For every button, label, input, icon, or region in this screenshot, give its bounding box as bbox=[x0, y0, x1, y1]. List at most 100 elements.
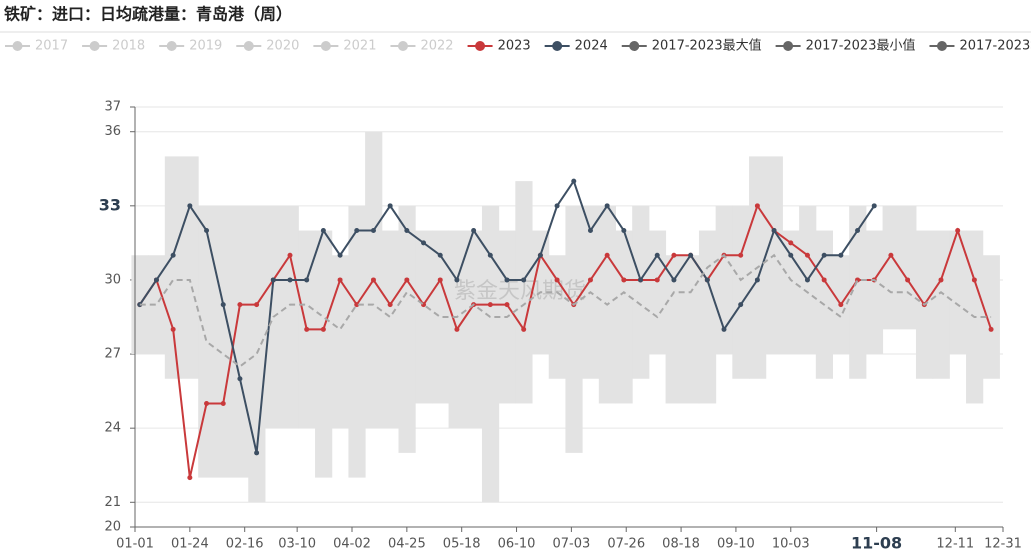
legend-label: 2023 bbox=[498, 39, 531, 54]
x-tick-label: 12-31 bbox=[984, 537, 1022, 552]
legend-symbol-dot bbox=[89, 41, 100, 51]
range-band bbox=[648, 230, 667, 355]
series-point bbox=[804, 252, 810, 258]
series-point bbox=[370, 277, 376, 283]
range-band bbox=[698, 230, 717, 404]
legend-item[interactable]: 2017-2023均值 bbox=[929, 38, 1031, 54]
series-point bbox=[905, 277, 911, 283]
range-band bbox=[865, 230, 884, 355]
series-point bbox=[404, 277, 410, 283]
legend-item[interactable]: 2017-2023最大值 bbox=[621, 38, 762, 54]
range-band bbox=[632, 205, 650, 379]
range-band bbox=[214, 205, 233, 478]
range-band bbox=[248, 205, 266, 503]
x-tick-label: 10-03 bbox=[772, 537, 810, 552]
series-point bbox=[738, 302, 744, 308]
legend-label: 2018 bbox=[112, 39, 145, 54]
legend-label: 2017-2023最小值 bbox=[806, 38, 916, 54]
series-point bbox=[938, 277, 944, 283]
series-point bbox=[804, 277, 810, 283]
series-point bbox=[688, 252, 694, 258]
series-point bbox=[537, 252, 543, 258]
series-point bbox=[220, 302, 226, 308]
legend-item[interactable]: 2018 bbox=[82, 39, 145, 54]
legend-item[interactable]: 2022 bbox=[390, 39, 454, 54]
series-point bbox=[721, 326, 727, 332]
range-band bbox=[348, 205, 366, 478]
series-point bbox=[437, 277, 443, 283]
legend-item[interactable]: 2017 bbox=[5, 39, 68, 54]
range-band bbox=[398, 205, 416, 453]
range-band bbox=[465, 230, 483, 429]
range-band bbox=[231, 205, 249, 478]
series-point bbox=[454, 277, 460, 283]
series-point bbox=[204, 400, 210, 406]
series-point bbox=[187, 475, 193, 481]
series-point bbox=[754, 203, 760, 209]
legend-label: 2017-2023均值 bbox=[959, 38, 1031, 54]
y-tick-label: 30 bbox=[104, 272, 121, 287]
legend-symbol-dot bbox=[12, 41, 23, 51]
mean-line bbox=[139, 253, 992, 368]
legend-item[interactable]: 2020 bbox=[236, 39, 299, 54]
range-band bbox=[281, 205, 299, 429]
range-band bbox=[682, 255, 700, 404]
series-point bbox=[454, 326, 460, 332]
series-point bbox=[304, 326, 310, 332]
series-point bbox=[287, 252, 293, 258]
legend-symbol-dot bbox=[166, 41, 177, 51]
series-point bbox=[988, 326, 994, 332]
range-band bbox=[164, 156, 182, 379]
legend-label: 2022 bbox=[420, 39, 453, 54]
range-band bbox=[849, 205, 867, 379]
legend-item[interactable]: 2017-2023最小值 bbox=[775, 38, 916, 54]
series-point bbox=[204, 228, 210, 234]
legend-label: 2017 bbox=[35, 39, 68, 54]
series-point bbox=[170, 252, 176, 258]
series-point bbox=[337, 252, 343, 258]
range-band bbox=[565, 205, 583, 453]
series-point bbox=[587, 228, 593, 234]
x-tick-label: 03-10 bbox=[278, 537, 316, 552]
legend-symbol-dot bbox=[629, 41, 640, 51]
x-tick-label: 04-02 bbox=[333, 537, 371, 552]
series-point bbox=[504, 302, 510, 308]
x-tick-label: 04-25 bbox=[388, 537, 426, 552]
series-point bbox=[971, 277, 977, 283]
legend-item[interactable]: 2024 bbox=[544, 39, 608, 54]
range-band bbox=[899, 205, 917, 330]
x-tick-label: 07-26 bbox=[607, 537, 645, 552]
series-point bbox=[604, 203, 610, 209]
x-tick-label: 06-10 bbox=[498, 537, 536, 552]
series-point bbox=[187, 203, 193, 209]
series-point bbox=[521, 326, 527, 332]
y-tick-label: 36 bbox=[104, 124, 121, 139]
series-point bbox=[254, 302, 260, 308]
legend-item[interactable]: 2019 bbox=[159, 39, 222, 54]
legend-item[interactable]: 2021 bbox=[313, 39, 376, 54]
series-point bbox=[304, 277, 310, 283]
series-point bbox=[554, 277, 560, 283]
chart-title: 铁矿：进口：日均疏港量：青岛港（周） bbox=[4, 5, 292, 24]
series-point bbox=[270, 277, 276, 283]
series-point bbox=[153, 277, 159, 283]
legend-symbol-dot bbox=[475, 41, 486, 51]
series-point bbox=[370, 228, 376, 234]
series-point bbox=[855, 228, 861, 234]
range-band bbox=[882, 205, 900, 330]
range-band bbox=[415, 230, 433, 404]
legend-item[interactable]: 2023 bbox=[467, 39, 531, 54]
series-point bbox=[387, 302, 393, 308]
series-point bbox=[888, 252, 894, 258]
series-point bbox=[437, 252, 443, 258]
series-point bbox=[587, 277, 593, 283]
range-band bbox=[949, 230, 967, 355]
series-point bbox=[487, 302, 493, 308]
series-point bbox=[838, 302, 844, 308]
series-point bbox=[404, 228, 410, 234]
legend-label: 2021 bbox=[343, 39, 376, 54]
series-point bbox=[487, 252, 493, 258]
series-point bbox=[170, 326, 176, 332]
legend-symbol-dot bbox=[936, 41, 947, 51]
range-band bbox=[198, 205, 216, 478]
